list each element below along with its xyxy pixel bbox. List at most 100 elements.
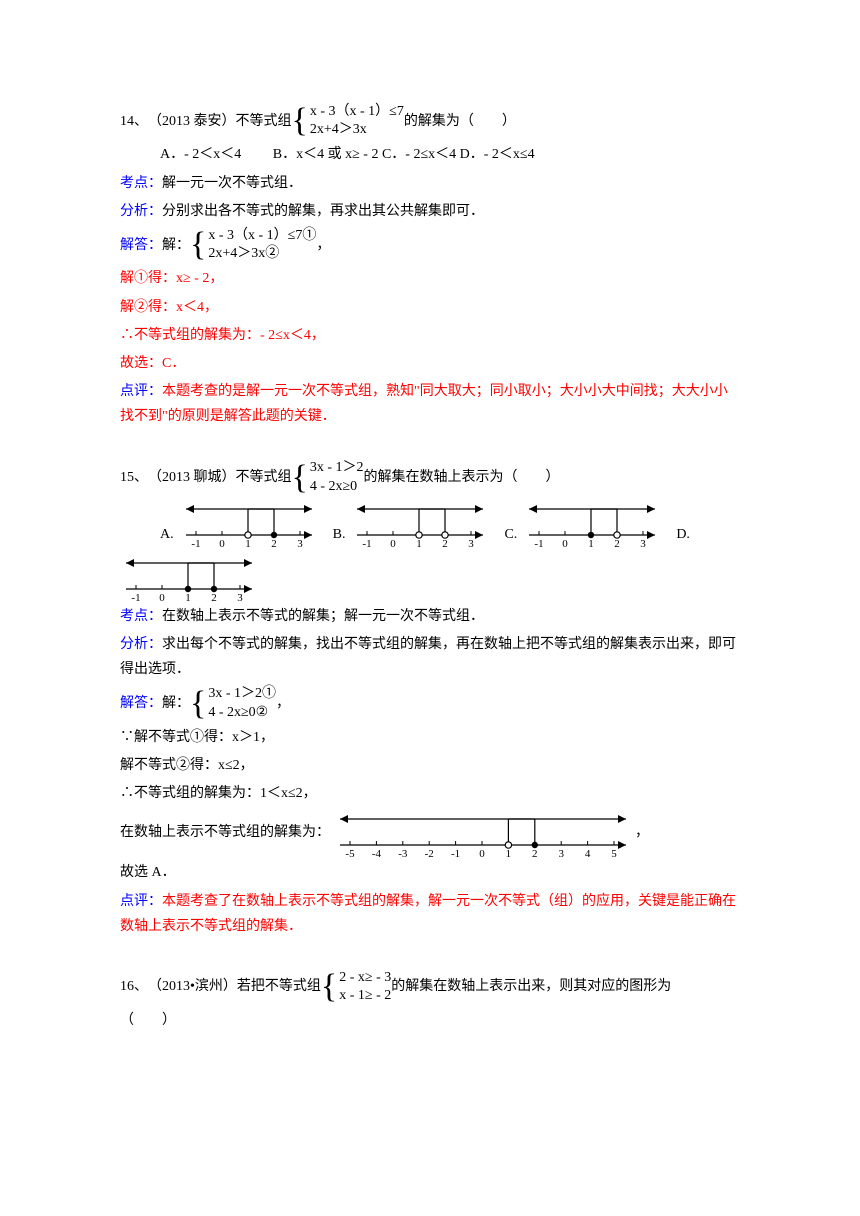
fenxi-label: 分析： xyxy=(120,204,162,219)
svg-text:1: 1 xyxy=(417,538,423,547)
numberline-option-b: -1 0 1 2 3 xyxy=(355,499,485,547)
jieda-pre: 解： xyxy=(162,691,190,716)
svg-text:-1: -1 xyxy=(191,538,200,547)
q14-system: { x - 3（x - 1）≤7 2x+4＞3x xyxy=(292,103,404,139)
q14-jsys-line2: 2x+4＞3x② xyxy=(208,245,316,263)
step4-post: ， xyxy=(635,826,649,841)
kaodian-text: 解一元一次不等式组． xyxy=(162,176,302,191)
svg-text:-1: -1 xyxy=(451,848,460,857)
q16-number: 16、 xyxy=(120,974,148,999)
q14-number: 14、 xyxy=(120,109,148,134)
svg-text:3: 3 xyxy=(237,592,243,601)
svg-text:3: 3 xyxy=(469,538,475,547)
q15-dianping: 点评：本题考查了在数轴上表示不等式组的解集，解一元一次不等式（组）的应用，关键是… xyxy=(120,889,740,939)
q15-stem: 15、 （2013 聊城）不等式组 { 3x - 1＞2 4 - 2x≥0 的解… xyxy=(120,459,740,495)
svg-text:1: 1 xyxy=(185,592,191,601)
q15-jsys-line1: 3x - 1＞2① xyxy=(208,685,276,703)
fenxi-text: 分别求出各不等式的解集，再求出其公共解集即可． xyxy=(162,204,484,219)
q14-step2: 解②得：x＜4， xyxy=(120,295,740,320)
kaodian-text: 在数轴上表示不等式的解集；解一元一次不等式组． xyxy=(162,609,484,624)
svg-text:2: 2 xyxy=(532,848,538,857)
q14-choice-d: D．- 2＜x≤4 xyxy=(460,147,535,162)
q15-step2: 解不等式②得：x≤2， xyxy=(120,753,740,778)
svg-text:1: 1 xyxy=(589,538,595,547)
q14-choice-b: B．x＜4 或 x≥ - 2 xyxy=(273,147,379,162)
q14-sys-line1: x - 3（x - 1）≤7 xyxy=(310,103,404,121)
q15-sys-line1: 3x - 1＞2 xyxy=(310,459,364,477)
dianping-text: 本题考查了在数轴上表示不等式组的解集，解一元一次不等式（组）的应用，关键是能正确… xyxy=(120,894,736,934)
q15-opt-d-label: D. xyxy=(676,522,690,547)
svg-text:-2: -2 xyxy=(424,848,433,857)
svg-text:-4: -4 xyxy=(371,848,381,857)
q16-stem: 16、 （2013•滨州）若把不等式组 { 2 - x≥ - 3 x - 1≥ … xyxy=(120,969,740,1005)
svg-text:-3: -3 xyxy=(398,848,408,857)
q16-tail: 的解集在数轴上表示出来，则其对应的图形为 xyxy=(391,974,671,999)
q15-jsys-line2: 4 - 2x≥0② xyxy=(208,704,276,722)
jieda-post: ， xyxy=(316,233,330,258)
q14-step3: ∴不等式组的解集为：- 2≤x＜4， xyxy=(120,323,740,348)
q15-system: { 3x - 1＞2 4 - 2x≥0 xyxy=(292,459,364,495)
svg-text:2: 2 xyxy=(271,538,277,547)
q15-step4: 在数轴上表示不等式组的解集为： -5-4-3-2-1012345 ， xyxy=(120,809,740,857)
numberline-answer: -5-4-3-2-1012345 xyxy=(338,809,628,857)
q14-choices: A．- 2＜x＜4 B．x＜4 或 x≥ - 2 C．- 2≤x＜4 D．- 2… xyxy=(160,142,740,167)
q15-jieda: 解答： 解： { 3x - 1＞2① 4 - 2x≥0② ， xyxy=(120,685,740,721)
svg-text:-1: -1 xyxy=(131,592,140,601)
q14-step1: 解①得：x≥ - 2， xyxy=(120,266,740,291)
step4-pre: 在数轴上表示不等式组的解集为： xyxy=(120,826,330,841)
q14-step4: 故选：C． xyxy=(120,351,740,376)
svg-text:0: 0 xyxy=(391,538,397,547)
q15-source: （2013 聊城）不等式组 xyxy=(148,465,292,490)
q15-choices-row2: -1 0 1 2 3 xyxy=(120,553,740,601)
svg-text:2: 2 xyxy=(615,538,621,547)
q15-sys-line2: 4 - 2x≥0 xyxy=(310,478,364,496)
svg-text:0: 0 xyxy=(479,848,485,857)
jieda-post: ， xyxy=(276,691,290,716)
q14-choice-a: A．- 2＜x＜4 xyxy=(160,147,241,162)
svg-text:-5: -5 xyxy=(345,848,355,857)
q15-kaodian: 考点：在数轴上表示不等式的解集；解一元一次不等式组． xyxy=(120,604,740,629)
q15-jieda-system: { 3x - 1＞2① 4 - 2x≥0② xyxy=(190,685,276,721)
dianping-text: 本题考查的是解一元一次不等式组，熟知"同大取大；同小取小；大小小大中间找；大大小… xyxy=(120,384,728,424)
svg-text:-1: -1 xyxy=(363,538,372,547)
jieda-pre: 解： xyxy=(162,233,190,258)
q15-opt-b-label: B. xyxy=(333,522,346,547)
q15-choices-row1: A. -1 0 1 2 3 B. -1 0 1 2 3 C. -1 0 1 2 3 D. xyxy=(160,499,740,547)
svg-text:1: 1 xyxy=(505,848,511,857)
jieda-label: 解答： xyxy=(120,691,162,716)
svg-text:0: 0 xyxy=(159,592,165,601)
fenxi-label: 分析： xyxy=(120,637,162,652)
q15-step3: ∴不等式组的解集为：1＜x≤2， xyxy=(120,781,740,806)
q16-sys-line2: x - 1≥ - 2 xyxy=(339,987,391,1005)
q14-dianping: 点评：本题考查的是解一元一次不等式组，熟知"同大取大；同小取小；大小小大中间找；… xyxy=(120,379,740,429)
svg-text:2: 2 xyxy=(211,592,217,601)
svg-text:3: 3 xyxy=(641,538,647,547)
kaodian-label: 考点： xyxy=(120,609,162,624)
kaodian-label: 考点： xyxy=(120,176,162,191)
q15-step5: 故选 A． xyxy=(120,860,740,885)
svg-text:4: 4 xyxy=(584,848,590,857)
q15-step1: ∵解不等式①得：x＞1， xyxy=(120,725,740,750)
q14-jsys-line1: x - 3（x - 1）≤7① xyxy=(208,227,316,245)
svg-text:2: 2 xyxy=(443,538,449,547)
q14-sys-line2: 2x+4＞3x xyxy=(310,121,404,139)
jieda-label: 解答： xyxy=(120,233,162,258)
q15-opt-a-label: A. xyxy=(160,522,174,547)
q14-fenxi: 分析：分别求出各不等式的解集，再求出其公共解集即可． xyxy=(120,199,740,224)
q14-stem: 14、 （2013 泰安）不等式组 { x - 3（x - 1）≤7 2x+4＞… xyxy=(120,103,740,139)
q15-opt-c-label: C. xyxy=(504,522,517,547)
svg-text:1: 1 xyxy=(245,538,251,547)
numberline-option-d: -1 0 1 2 3 xyxy=(124,553,254,601)
q14-kaodian: 考点：解一元一次不等式组． xyxy=(120,171,740,196)
q14-jieda: 解答： 解： { x - 3（x - 1）≤7① 2x+4＞3x② ， xyxy=(120,227,740,263)
svg-text:0: 0 xyxy=(563,538,569,547)
q16-sys-line1: 2 - x≥ - 3 xyxy=(339,969,391,987)
svg-text:-1: -1 xyxy=(535,538,544,547)
q15-fenxi: 分析：求出每个不等式的解集，找出不等式组的解集，再在数轴上把不等式组的解集表示出… xyxy=(120,632,740,682)
q14-source: （2013 泰安）不等式组 xyxy=(148,109,292,134)
q14-tail: 的解集为（ ） xyxy=(404,109,516,134)
dianping-label: 点评： xyxy=(120,894,162,909)
svg-text:0: 0 xyxy=(219,538,225,547)
svg-text:3: 3 xyxy=(558,848,564,857)
numberline-option-a: -10123 xyxy=(184,499,314,547)
